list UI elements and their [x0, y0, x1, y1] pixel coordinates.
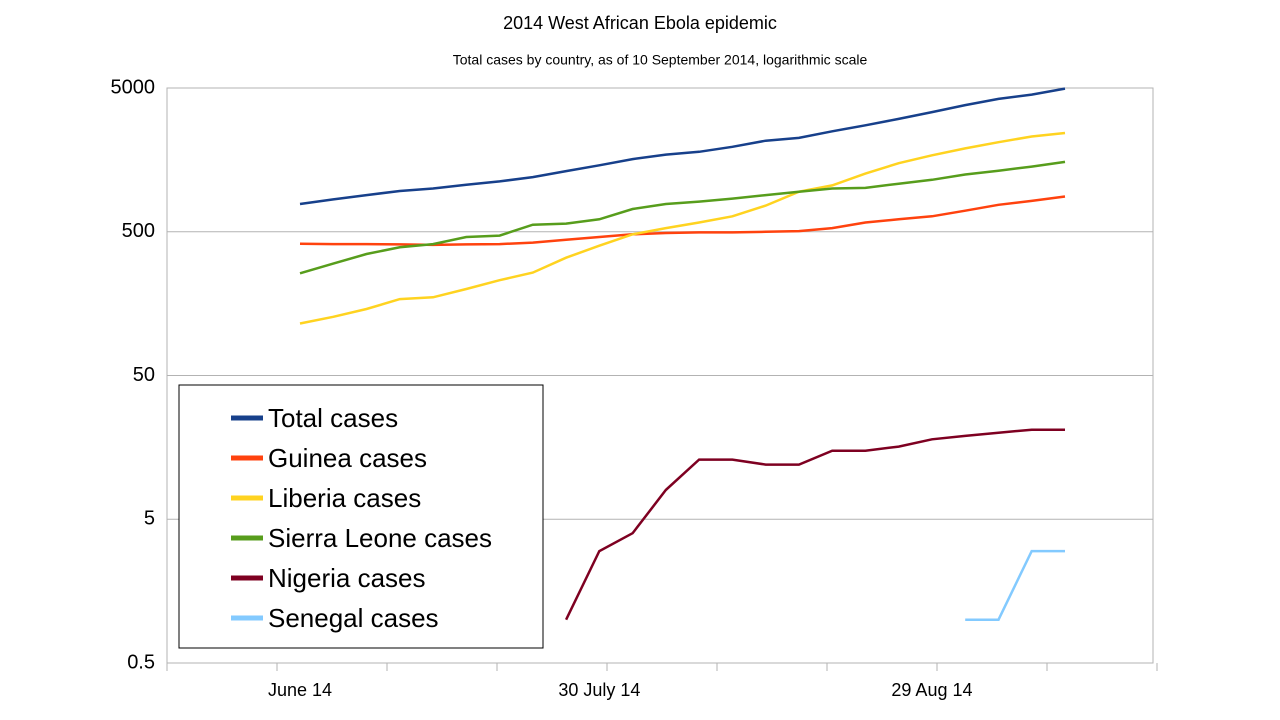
x-tick-label: June 14	[268, 680, 332, 700]
chart-title: 2014 West African Ebola epidemic	[503, 13, 777, 33]
series-line	[299, 87, 1066, 206]
series-line	[299, 131, 1066, 325]
legend-label: Guinea cases	[268, 443, 427, 473]
y-tick-label: 50	[133, 364, 155, 386]
y-tick-label: 0.5	[127, 651, 155, 673]
chart-subtitle: Total cases by country, as of 10 Septemb…	[453, 52, 868, 68]
legend-label: Senegal cases	[268, 603, 439, 633]
legend-box	[178, 384, 544, 649]
y-tick-label: 5000	[111, 76, 156, 98]
legend: Total cases Guinea cases Liberia cases Sier…	[178, 384, 544, 649]
legend-label: Liberia cases	[268, 483, 421, 513]
x-tick-label: 29 Aug 14	[891, 680, 972, 700]
y-tick-label: 5	[144, 508, 155, 530]
series-line	[299, 160, 1066, 275]
series-line	[564, 428, 1065, 621]
legend-label: Nigeria cases	[268, 563, 426, 593]
y-tick-label: 500	[122, 220, 155, 242]
x-tick-label: 30 July 14	[558, 680, 640, 700]
legend-label: Sierra Leone cases	[268, 523, 492, 553]
legend-label: Total cases	[268, 403, 398, 433]
series-line	[965, 549, 1065, 621]
